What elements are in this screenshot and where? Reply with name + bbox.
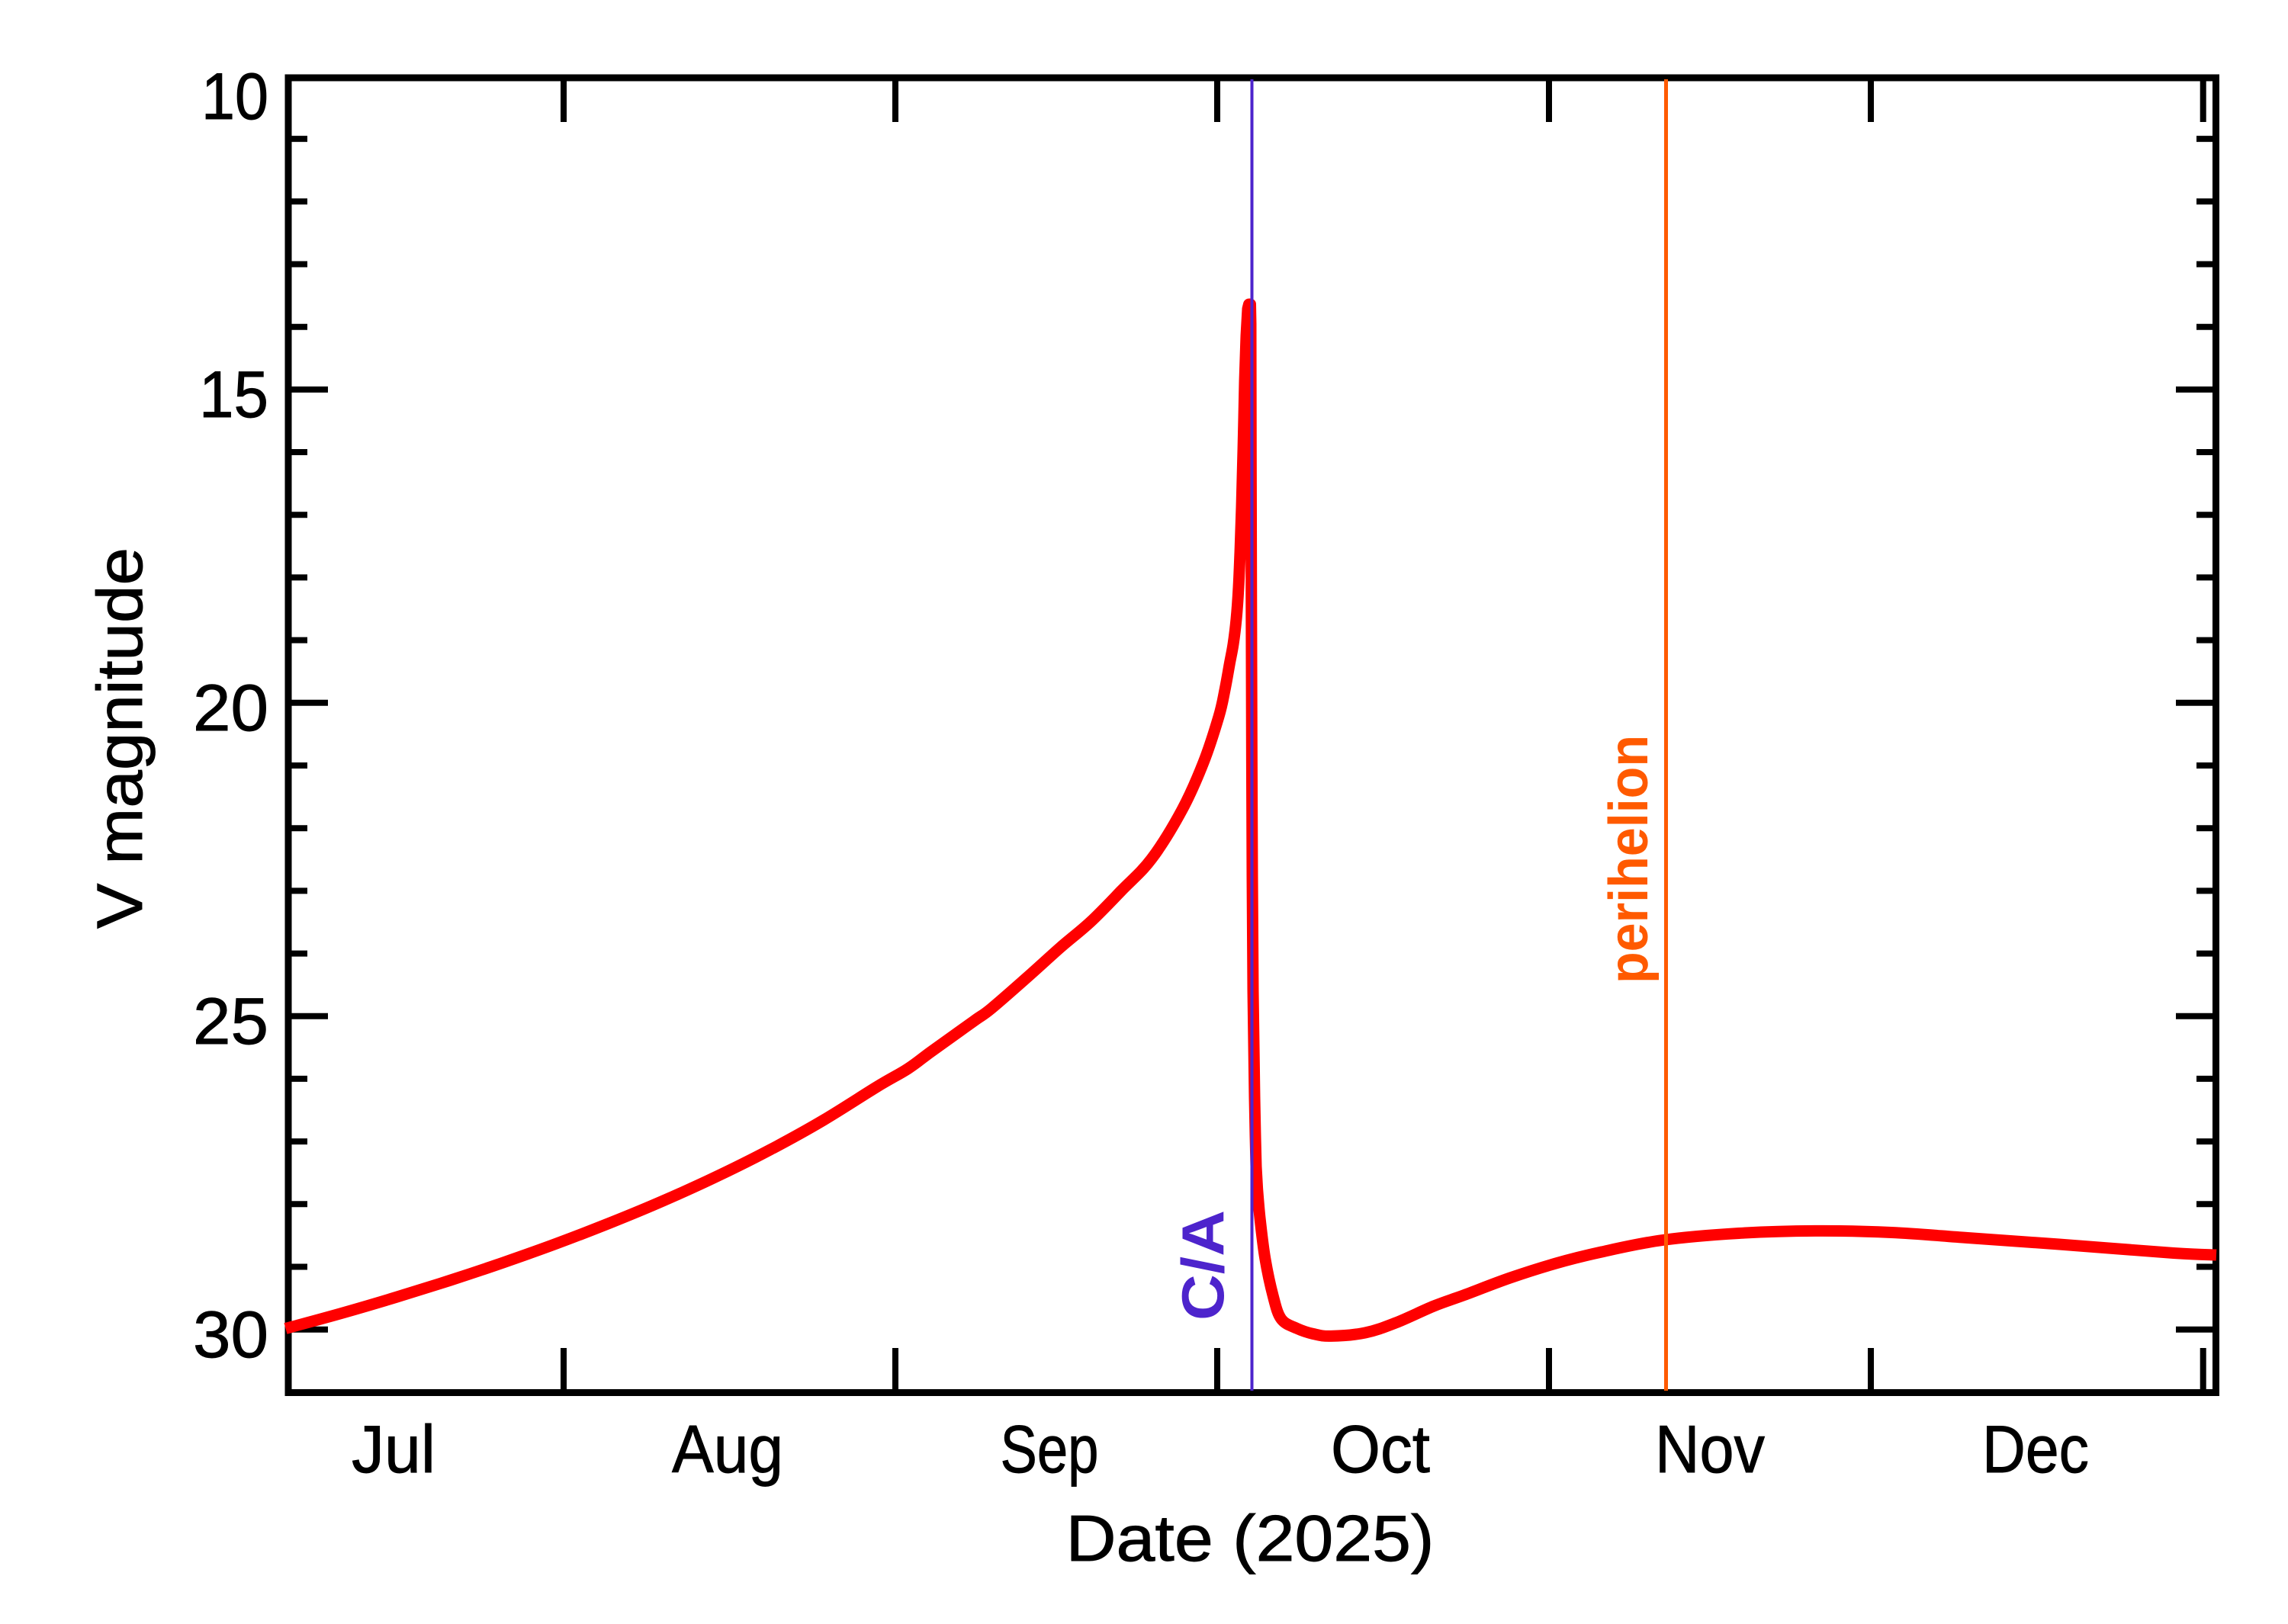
- svg-text:Sep: Sep: [1001, 1411, 1099, 1487]
- svg-text:30: 30: [193, 1298, 268, 1372]
- svg-text:25: 25: [193, 985, 268, 1058]
- svg-text:Oct: Oct: [1331, 1411, 1430, 1487]
- svg-text:15: 15: [199, 358, 268, 432]
- svg-text:C/A: C/A: [1169, 1210, 1236, 1321]
- svg-text:V magnitude: V magnitude: [84, 547, 156, 929]
- svg-text:Aug: Aug: [672, 1411, 783, 1487]
- svg-text:Jul: Jul: [352, 1411, 435, 1487]
- svg-text:20: 20: [193, 672, 268, 745]
- svg-text:Nov: Nov: [1655, 1411, 1765, 1487]
- svg-text:perihelion: perihelion: [1599, 735, 1660, 984]
- svg-text:10: 10: [201, 60, 268, 133]
- svg-text:Date (2025): Date (2025): [1066, 1503, 1435, 1575]
- svg-text:Dec: Dec: [1982, 1411, 2089, 1487]
